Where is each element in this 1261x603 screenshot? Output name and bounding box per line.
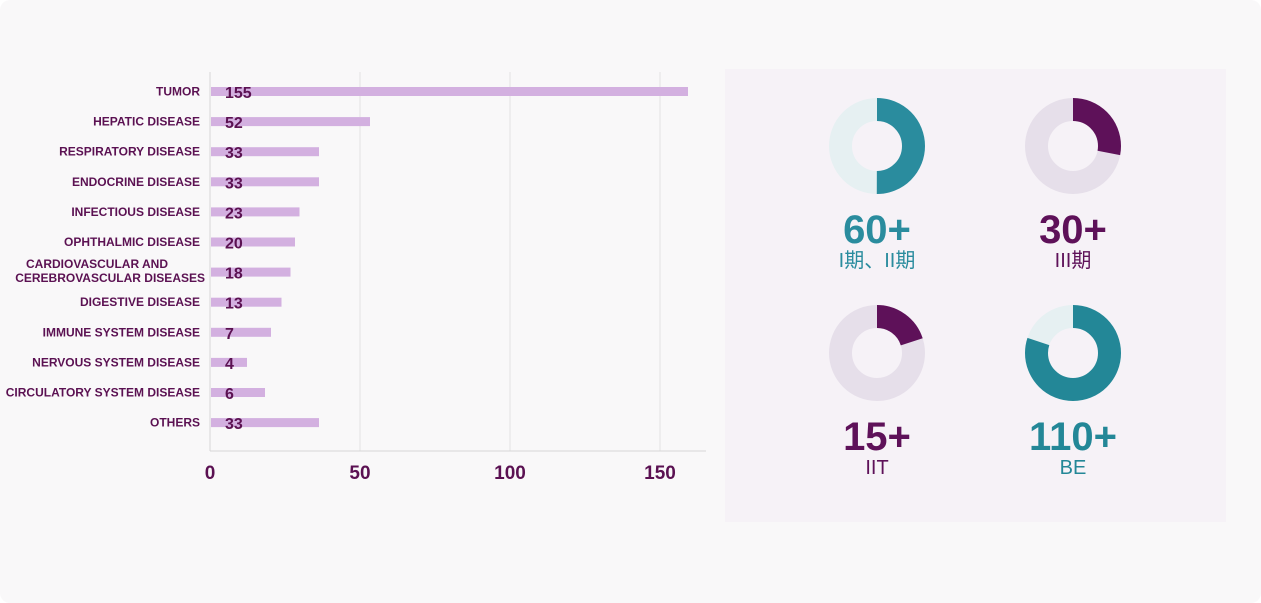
donut-chart-1 [1025,98,1121,194]
bar [211,147,319,157]
bar [211,388,265,397]
donut-value-0: 60+ [843,208,911,252]
donut-label-0: I期、II期 [838,250,916,272]
donut-cell-2: 15+ IIT [777,305,977,479]
bar [211,237,295,247]
x-tick-label: 100 [494,463,526,484]
bar [211,357,247,367]
category-label: DIGESTIVE DISEASE [80,295,200,309]
category-label: OTHERS [150,416,200,430]
donut-label-3: BE [1059,457,1087,479]
category-label: OPHTHALMIC DISEASE [64,235,200,249]
bar [211,207,300,217]
bar [211,297,282,307]
bar-value-label: 52 [225,115,243,132]
donut-chart-3 [1025,305,1121,401]
donut-cell-0: 60+ I期、II期 [777,98,977,272]
x-tick-label: 50 [349,463,370,484]
category-label: IMMUNE SYSTEM DISEASE [43,325,200,339]
category-label: NERVOUS SYSTEM DISEASE [32,355,200,369]
bar [211,87,688,96]
bar-value-label: 18 [225,266,243,283]
category-label: ENDOCRINE DISEASE [72,175,200,189]
donut-chart-2 [829,305,925,401]
bar [211,117,370,127]
bar-value-label: 7 [225,326,234,343]
x-tick-label: 0 [205,463,216,484]
bar [211,418,319,428]
bar-value-label: 13 [225,296,243,313]
donut-value-2: 15+ [843,415,911,459]
donut-arc [829,305,925,401]
bar-value-label: 33 [225,145,243,162]
donut-label-2: IIT [865,457,889,479]
x-tick-label: 150 [644,463,676,484]
bar-value-label: 155 [225,85,252,102]
category-label: HEPATIC DISEASE [93,115,200,129]
stats-panel: 60+ I期、II期 30+ III期 15+ IIT 110+ BE [725,69,1226,522]
donut-arc [1025,305,1121,401]
category-label: TUMOR [156,85,200,99]
bar-value-label: 33 [225,416,243,433]
category-label: CARDIOVASCULAR AND [26,257,168,271]
category-label: INFECTIOUS DISEASE [71,205,200,219]
donut-label-1: III期 [1054,250,1092,272]
bar [211,177,319,187]
donut-cell-3: 110+ BE [973,305,1173,479]
bar-value-label: 4 [225,356,234,373]
bar-value-label: 20 [225,236,243,253]
donut-arc [1025,98,1121,194]
bar-value-label: 23 [225,205,243,222]
donut-value-1: 30+ [1039,208,1107,252]
donut-chart-0 [829,98,925,194]
donut-arc [829,98,925,194]
category-label: CIRCULATORY SYSTEM DISEASE [6,386,200,400]
bar-value-label: 33 [225,175,243,192]
category-label: RESPIRATORY DISEASE [59,145,200,159]
bar-value-label: 6 [225,386,234,403]
bar [211,327,271,337]
bar-chart: 0 50 100 150 155 TUMOR 52 HEPATIC DISEASE 33 RESP… [6,72,706,484]
donut-cell-1: 30+ III期 [973,98,1173,272]
donut-value-3: 110+ [1029,415,1117,459]
category-label: CEREBROVASCULAR DISEASES [15,271,205,285]
bar [211,267,291,277]
